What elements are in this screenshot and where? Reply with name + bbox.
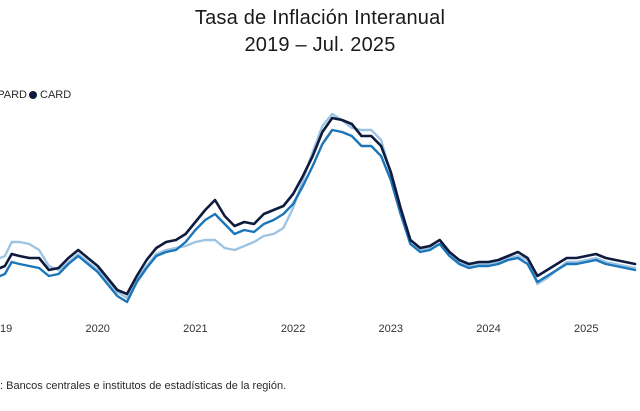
x-tick-label: 2019: [0, 323, 12, 335]
chart-legend: PARD CARD: [0, 87, 71, 103]
legend-item-pard: PARD: [0, 89, 27, 101]
legend-item-card: CARD: [27, 89, 71, 101]
x-tick-label: 2024: [476, 323, 500, 335]
source-note: : Bancos centrales e institutos de estad…: [0, 380, 287, 392]
legend-label-card: CARD: [40, 89, 72, 101]
x-tick-label: 2025: [574, 323, 598, 335]
x-tick-label: 2022: [281, 323, 305, 335]
x-tick-label: 2020: [85, 323, 109, 335]
chart-subtitle: 2019 – Jul. 2025: [244, 34, 396, 56]
series-line-pard: [0, 128, 637, 304]
series-line-card: [0, 116, 637, 296]
x-tick-label: 2023: [379, 323, 403, 335]
chart-title: Tasa de Inflación Interanual: [194, 7, 446, 29]
x-tick-label: 2021: [183, 323, 207, 335]
legend-dot-card: [29, 91, 37, 99]
legend-label-pard: PARD: [0, 89, 27, 101]
